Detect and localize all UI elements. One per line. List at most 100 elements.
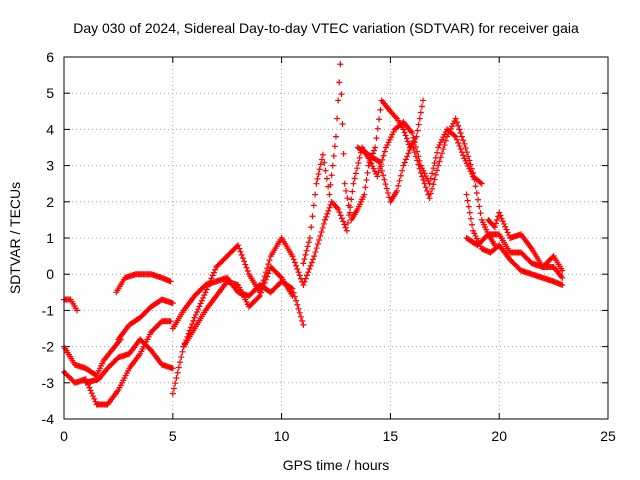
data-point <box>317 161 324 168</box>
data-point <box>416 165 423 172</box>
data-point <box>374 173 381 180</box>
data-point <box>463 191 470 198</box>
data-point <box>467 161 474 168</box>
y-axis-label: SDTVAR / TECUs <box>7 182 23 294</box>
data-point <box>377 106 384 113</box>
data-point <box>354 165 361 172</box>
data-point <box>420 97 427 104</box>
data-point <box>322 216 329 223</box>
data-point <box>463 149 470 156</box>
series-track-n <box>485 209 566 274</box>
data-point <box>330 152 337 159</box>
data-point <box>364 169 371 176</box>
data-point <box>392 114 399 121</box>
data-point <box>464 197 471 204</box>
data-point <box>453 136 460 143</box>
data-point <box>476 203 483 210</box>
data-point <box>173 374 180 381</box>
data-point <box>496 209 503 216</box>
data-point <box>346 212 353 219</box>
y-tick-label: 3 <box>46 158 54 174</box>
data-point <box>344 195 351 202</box>
data-point <box>378 167 385 174</box>
data-point <box>277 273 284 280</box>
data-point <box>473 190 480 197</box>
data-point <box>402 132 409 139</box>
y-tick-label: -4 <box>42 411 55 427</box>
data-point <box>237 248 244 255</box>
data-point <box>191 314 198 321</box>
y-tick-label: -3 <box>42 375 55 391</box>
data-point <box>400 162 407 169</box>
x-tick-label: 0 <box>60 428 68 444</box>
data-point <box>429 185 436 192</box>
data-point <box>374 125 381 132</box>
data-point <box>460 137 467 144</box>
data-point <box>437 154 444 161</box>
data-point <box>202 289 209 296</box>
data-point <box>167 278 174 285</box>
data-point <box>478 180 485 187</box>
data-point <box>559 267 566 274</box>
data-point <box>192 311 199 318</box>
data-point <box>179 348 186 355</box>
data-point <box>468 165 475 172</box>
data-point <box>308 259 315 266</box>
data-point <box>265 270 272 277</box>
data-point <box>381 148 388 155</box>
series-track-d <box>82 336 176 386</box>
data-point <box>356 154 363 161</box>
y-tick-label: -2 <box>42 339 55 355</box>
data-point <box>295 305 302 312</box>
data-point <box>343 187 350 194</box>
data-point <box>383 185 390 192</box>
data-point <box>293 297 300 304</box>
data-point <box>289 253 296 260</box>
data-point <box>380 152 387 159</box>
data-point <box>340 218 347 225</box>
data-point <box>326 204 333 211</box>
data-point <box>235 242 242 249</box>
data-point <box>341 221 348 228</box>
y-tick-label: 5 <box>46 85 54 101</box>
data-point <box>355 160 362 167</box>
data-point <box>336 209 343 216</box>
data-point <box>347 204 354 211</box>
data-point <box>411 149 418 156</box>
data-point <box>349 188 356 195</box>
data-point <box>307 262 314 269</box>
data-point <box>320 220 327 227</box>
data-point <box>431 176 438 183</box>
data-point <box>456 142 463 149</box>
data-point <box>559 282 566 289</box>
data-point <box>306 265 313 272</box>
data-point <box>296 272 303 279</box>
series-track-f <box>115 296 176 343</box>
data-point <box>410 134 417 141</box>
data-point <box>469 221 475 228</box>
data-point <box>491 224 498 231</box>
grid-lines <box>64 57 608 419</box>
data-point <box>406 147 413 154</box>
data-point <box>167 318 174 325</box>
data-point <box>313 245 320 252</box>
data-point <box>501 220 508 227</box>
series-track-i <box>180 263 296 350</box>
data-point <box>351 175 358 182</box>
data-point <box>559 274 566 281</box>
data-point <box>296 309 303 316</box>
data-point <box>429 170 436 177</box>
data-point <box>427 175 434 182</box>
data-point <box>334 115 341 122</box>
data-point <box>399 167 406 174</box>
data-point <box>177 359 184 366</box>
data-point <box>375 169 382 176</box>
data-point <box>375 158 382 165</box>
data-point <box>308 224 315 231</box>
data-point <box>415 121 422 128</box>
data-point <box>415 161 422 168</box>
data-point <box>323 213 330 220</box>
data-point <box>256 292 263 299</box>
series-track-h <box>169 274 307 332</box>
data-point <box>417 169 424 176</box>
